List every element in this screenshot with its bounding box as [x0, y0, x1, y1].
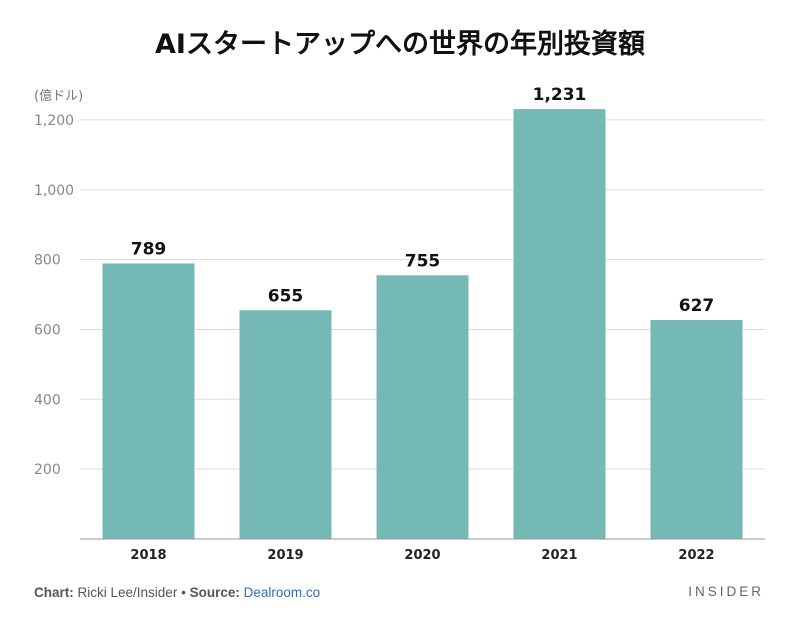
bar-2019 — [239, 310, 332, 539]
x-tick-label: 2022 — [678, 548, 714, 563]
x-tick-label: 2019 — [267, 548, 303, 563]
bar-2021 — [513, 109, 606, 539]
y-axis-unit-label: (億ドル) — [34, 88, 83, 104]
data-label: 1,231 — [533, 85, 587, 105]
chart-credit: Chart: Ricki Lee/Insider • Source: Dealr… — [34, 585, 320, 600]
chart-label: Chart: — [34, 585, 74, 600]
insider-logo: INSIDER — [688, 584, 764, 599]
y-tick-label: 1,000 — [34, 183, 74, 199]
y-tick-label: 800 — [34, 253, 61, 269]
chart-author: Ricki Lee/Insider — [77, 585, 178, 600]
credit-bullet: • — [181, 585, 186, 600]
y-tick-label: 200 — [34, 462, 61, 478]
x-tick-label: 2021 — [541, 548, 577, 563]
data-label: 789 — [131, 239, 167, 259]
data-label: 627 — [679, 296, 715, 316]
bar-2020 — [376, 275, 469, 539]
x-tick-label: 2020 — [404, 548, 440, 563]
source-link[interactable]: Dealroom.co — [243, 585, 321, 600]
chart-title: AIスタートアップへの世界の年別投資額 — [155, 29, 645, 60]
x-axis-ticks: 2018 2019 2020 2021 2022 — [130, 548, 714, 563]
y-tick-label: 600 — [34, 322, 61, 338]
y-axis-ticks: 200 400 600 800 1,000 1,200 — [34, 113, 74, 478]
y-tick-label: 1,200 — [34, 113, 74, 129]
bars: 789 655 755 1,231 627 — [102, 85, 743, 539]
bar-2018 — [102, 263, 195, 539]
data-label: 655 — [268, 286, 304, 306]
bar-2022 — [650, 320, 743, 539]
source-label: Source: — [189, 585, 240, 600]
x-tick-label: 2018 — [130, 548, 166, 563]
y-tick-label: 400 — [34, 392, 61, 408]
data-label: 755 — [405, 251, 441, 271]
